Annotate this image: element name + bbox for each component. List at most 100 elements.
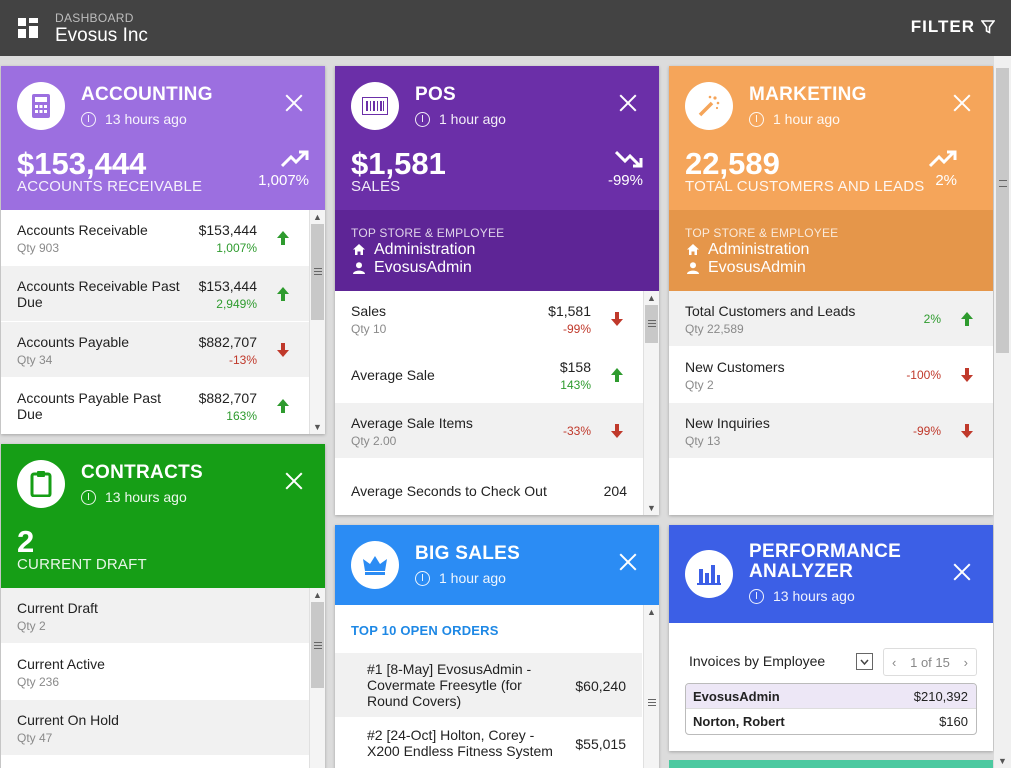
scroll-down-icon[interactable]: ▼ bbox=[647, 503, 656, 513]
employee-table: EvosusAdmin $210,392 Norton, Robert $160 bbox=[685, 683, 977, 735]
scroll-down-icon[interactable]: ▼ bbox=[313, 422, 322, 432]
scroll-up-icon[interactable]: ▲ bbox=[647, 293, 656, 303]
contracts-list: Current Draft Qty 2 Current Active Qty 2… bbox=[1, 588, 325, 756]
list-item[interactable]: Average Seconds to Check Out 204 bbox=[335, 459, 659, 515]
accounting-trend-pct: 1,007% bbox=[258, 172, 309, 189]
page-scrollbar[interactable]: ▼ bbox=[994, 56, 1011, 768]
row-value: $158 bbox=[559, 359, 591, 375]
bigsales-header: BIG SALES 1 hour ago bbox=[335, 525, 659, 605]
list-item[interactable]: Current Draft Qty 2 bbox=[1, 588, 325, 644]
accounting-scrollbar[interactable]: ▲ ▼ bbox=[309, 210, 325, 434]
home-icon bbox=[687, 244, 699, 255]
scroll-thumb[interactable] bbox=[645, 305, 658, 343]
row-name: Accounts Receivable bbox=[17, 222, 148, 238]
list-item[interactable]: Current On Hold Qty 47 bbox=[1, 700, 325, 756]
contracts-scrollbar[interactable]: ▲ bbox=[309, 588, 325, 768]
order-amount: $55,015 bbox=[575, 736, 626, 752]
pos-scrollbar[interactable]: ▲ ▼ bbox=[643, 291, 659, 515]
pos-card: POS 1 hour ago $1,581 SALES -99% TOP STO… bbox=[335, 66, 659, 515]
top-employee-row: EvosusAdmin bbox=[685, 259, 977, 276]
list-item[interactable]: Accounts Payable Qty 34 $882,707 -13% bbox=[1, 322, 325, 378]
top-store-label: TOP STORE & EMPLOYEE bbox=[351, 226, 505, 240]
report-dropdown[interactable] bbox=[856, 653, 873, 670]
chevron-left-icon[interactable]: ‹ bbox=[892, 654, 897, 670]
row-value: $153,444 bbox=[198, 222, 257, 238]
pos-time: 1 hour ago bbox=[415, 111, 506, 127]
dashboard-grid-icon[interactable] bbox=[18, 18, 38, 38]
list-item[interactable]: New Inquiries Qty 13 -99% bbox=[669, 403, 993, 459]
scroll-up-icon[interactable]: ▲ bbox=[647, 607, 656, 617]
row-qty: Qty 2.00 bbox=[351, 434, 397, 448]
arrow-down-icon bbox=[961, 368, 973, 382]
arrow-up-icon bbox=[961, 312, 973, 326]
close-icon[interactable] bbox=[953, 563, 971, 581]
employee-amount: $160 bbox=[939, 714, 968, 729]
contracts-amount-label: CURRENT DRAFT bbox=[17, 556, 147, 573]
performance-card: PERFORMANCE ANALYZER 13 hours ago Invoic… bbox=[669, 525, 993, 751]
list-item[interactable]: Accounts Receivable Qty 903 $153,444 1,0… bbox=[1, 210, 325, 266]
close-icon[interactable] bbox=[619, 553, 637, 571]
order-row[interactable]: #2 [24-Oct] Holton, Corey - X200 Endless… bbox=[335, 718, 642, 768]
row-pct: 1,007% bbox=[216, 241, 257, 255]
marketing-amount-label: TOTAL CUSTOMERS AND LEADS bbox=[685, 178, 925, 195]
pos-trend: -99% bbox=[608, 150, 643, 189]
contracts-card: CONTRACTS 13 hours ago 2 CURRENT DRAFT C… bbox=[1, 444, 325, 768]
top-employee-name: EvosusAdmin bbox=[708, 259, 806, 276]
row-pct: -99% bbox=[912, 424, 941, 438]
row-value: $882,707 bbox=[198, 334, 257, 350]
order-amount: $60,240 bbox=[575, 678, 626, 694]
performance-time: 13 hours ago bbox=[749, 588, 855, 604]
close-icon[interactable] bbox=[619, 94, 637, 112]
bigsales-scrollbar[interactable]: ▲ bbox=[643, 605, 659, 768]
row-name: Average Sale bbox=[351, 367, 435, 383]
page-scroll-thumb[interactable] bbox=[996, 68, 1009, 353]
row-name: New Inquiries bbox=[685, 415, 770, 431]
arrow-up-icon bbox=[611, 368, 623, 382]
clock-icon bbox=[81, 111, 96, 127]
list-item[interactable]: Average Sale Items Qty 2.00 -33% bbox=[335, 403, 659, 459]
performance-time-text: 13 hours ago bbox=[773, 588, 855, 604]
pos-amount: $1,581 bbox=[351, 146, 446, 181]
top-bar: DASHBOARD Evosus Inc FILTER bbox=[0, 0, 1011, 56]
close-icon[interactable] bbox=[953, 94, 971, 112]
list-item[interactable]: New Customers Qty 2 -100% bbox=[669, 347, 993, 403]
close-icon[interactable] bbox=[285, 472, 303, 490]
list-item[interactable]: Average Sale $158 143% bbox=[335, 347, 659, 403]
clipboard-icon bbox=[17, 460, 65, 508]
list-item[interactable]: Accounts Payable Past Due $882,707 163% bbox=[1, 378, 325, 434]
pos-trend-pct: -99% bbox=[607, 172, 643, 189]
scroll-up-icon[interactable]: ▲ bbox=[313, 590, 322, 600]
scroll-thumb[interactable] bbox=[311, 602, 324, 688]
row-pct: 163% bbox=[226, 409, 257, 423]
scroll-thumb[interactable] bbox=[311, 224, 324, 320]
marketing-header: MARKETING 1 hour ago 22,589 TOTAL CUSTOM… bbox=[669, 66, 993, 210]
scroll-up-icon[interactable]: ▲ bbox=[313, 212, 322, 222]
list-item[interactable]: Current Active Qty 236 bbox=[1, 644, 325, 700]
list-item[interactable]: Total Customers and Leads Qty 22,589 2% bbox=[669, 291, 993, 347]
bigsales-time: 1 hour ago bbox=[415, 570, 506, 586]
contracts-header: CONTRACTS 13 hours ago 2 CURRENT DRAFT bbox=[1, 444, 325, 588]
row-name: Sales bbox=[351, 303, 387, 319]
report-select-label: Invoices by Employee bbox=[689, 653, 826, 669]
pos-list: Sales Qty 10 $1,581 -99% Average Sale $1… bbox=[335, 291, 659, 515]
list-item[interactable]: Accounts Receivable Past Due $153,444 2,… bbox=[1, 266, 325, 322]
filter-button[interactable]: FILTER bbox=[911, 17, 995, 37]
page-scroll-down-icon[interactable]: ▼ bbox=[998, 756, 1007, 766]
table-row[interactable]: Norton, Robert $160 bbox=[686, 709, 976, 734]
marketing-time: 1 hour ago bbox=[749, 111, 840, 127]
close-icon[interactable] bbox=[285, 94, 303, 112]
employee-name: Norton, Robert bbox=[693, 714, 785, 729]
bigsales-card: BIG SALES 1 hour ago TOP 10 OPEN ORDERS … bbox=[335, 525, 659, 768]
scroll-track[interactable] bbox=[645, 619, 658, 768]
contracts-amount: 2 bbox=[17, 524, 35, 559]
list-item[interactable]: Sales Qty 10 $1,581 -99% bbox=[335, 291, 659, 347]
row-name: Average Sale Items bbox=[351, 415, 473, 431]
arrow-down-icon bbox=[611, 312, 623, 326]
chevron-right-icon[interactable]: › bbox=[963, 654, 968, 670]
row-name: Current On Hold bbox=[17, 712, 119, 728]
order-row[interactable]: #1 [8-May] EvosusAdmin - Covermate Frees… bbox=[335, 653, 642, 717]
next-card-edge bbox=[669, 760, 993, 768]
order-line: #1 [8-May] EvosusAdmin - bbox=[367, 661, 532, 677]
row-name: Current Active bbox=[17, 656, 105, 672]
table-row[interactable]: EvosusAdmin $210,392 bbox=[686, 684, 976, 709]
